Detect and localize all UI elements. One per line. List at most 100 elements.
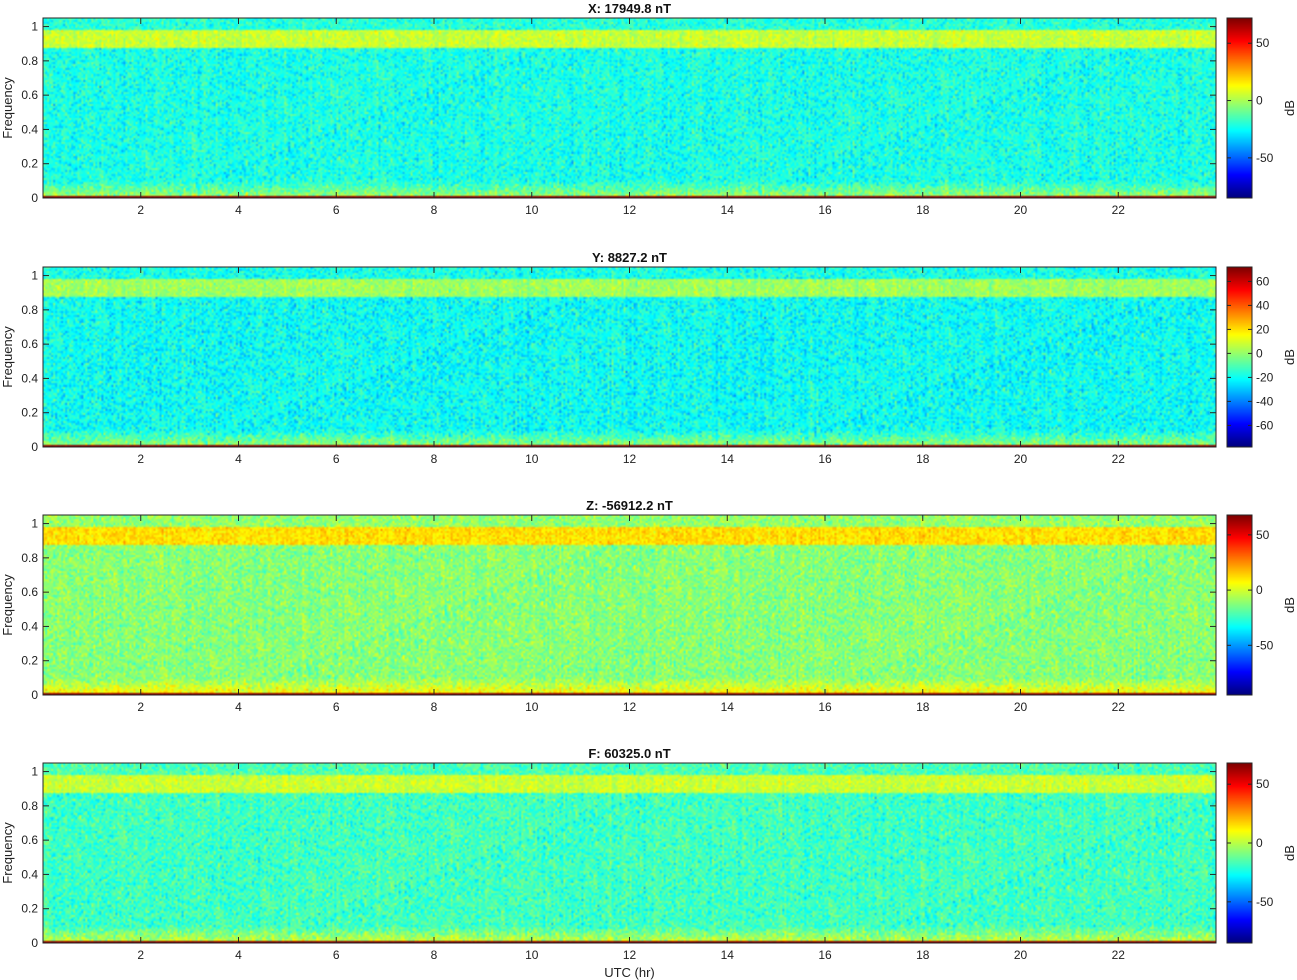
x-tick-label: 8: [431, 948, 438, 962]
x-tick-label: 14: [721, 452, 735, 466]
x-tick-label: 14: [721, 700, 735, 714]
x-tick-label: 4: [235, 203, 242, 217]
colorbar-tick-label: 0: [1256, 583, 1263, 597]
x-tick-label: 20: [1014, 700, 1028, 714]
x-tick-label: 18: [916, 452, 930, 466]
colorbar-tick-label: -50: [1256, 895, 1274, 909]
x-tick-label: 10: [525, 948, 539, 962]
x-axis-label: UTC (hr): [604, 965, 655, 980]
colorbar-tick-label: 40: [1256, 298, 1270, 312]
x-tick-label: 16: [818, 452, 832, 466]
colorbar-frame: [1226, 762, 1253, 944]
colorbar-frame: [1226, 514, 1253, 696]
x-tick-label: 16: [818, 203, 832, 217]
y-tick-label: 0.2: [21, 406, 38, 420]
colorbar-3: [1227, 763, 1252, 943]
colorbar-label: dB: [1282, 845, 1297, 861]
x-tick-label: 12: [623, 452, 637, 466]
x-tick-label: 10: [525, 700, 539, 714]
colorbar-2: [1227, 515, 1252, 695]
x-tick-label: 8: [431, 452, 438, 466]
y-tick-label: 0.6: [21, 88, 38, 102]
y-tick-label: 1: [31, 765, 38, 779]
colorbar-tick-label: -20: [1256, 370, 1274, 384]
y-tick-label: 0.8: [21, 799, 38, 813]
x-tick-label: 18: [916, 948, 930, 962]
colorbar-tick-label: 0: [1256, 836, 1263, 850]
y-tick-label: 0.2: [21, 654, 38, 668]
y-tick-label: 0.8: [21, 303, 38, 317]
panel-title: Y: 8827.2 nT: [592, 250, 667, 265]
x-tick-label: 12: [623, 203, 637, 217]
x-tick-label: 14: [721, 948, 735, 962]
x-tick-label: 22: [1112, 452, 1126, 466]
y-tick-label: 0: [31, 688, 38, 702]
x-tick-label: 8: [431, 203, 438, 217]
x-tick-label: 8: [431, 700, 438, 714]
x-tick-label: 2: [137, 948, 144, 962]
y-axis-label: Frequency: [0, 822, 15, 884]
colorbar-label: dB: [1282, 349, 1297, 365]
y-axis-label: Frequency: [0, 77, 15, 139]
spectrogram-image-3: [43, 763, 1216, 943]
panel-title: Z: -56912.2 nT: [586, 498, 673, 513]
y-tick-label: 1: [31, 517, 38, 531]
colorbar-label: dB: [1282, 597, 1297, 613]
y-tick-label: 0.6: [21, 833, 38, 847]
x-tick-label: 2: [137, 700, 144, 714]
colorbar-tick-label: 50: [1256, 36, 1270, 50]
colorbar-tick-label: 50: [1256, 777, 1270, 791]
x-tick-label: 22: [1112, 203, 1126, 217]
y-tick-label: 0.4: [21, 867, 38, 881]
y-tick-label: 0.6: [21, 585, 38, 599]
x-tick-label: 6: [333, 700, 340, 714]
x-tick-label: 22: [1112, 948, 1126, 962]
x-tick-label: 18: [916, 700, 930, 714]
colorbar-tick-label: -40: [1256, 394, 1274, 408]
x-tick-label: 12: [623, 948, 637, 962]
x-tick-label: 6: [333, 452, 340, 466]
colorbar-tick-label: 0: [1256, 94, 1263, 108]
x-tick-label: 22: [1112, 700, 1126, 714]
y-tick-label: 1: [31, 20, 38, 34]
x-tick-label: 10: [525, 203, 539, 217]
colorbar-frame: [1226, 266, 1253, 448]
y-tick-label: 0.4: [21, 122, 38, 136]
x-tick-label: 14: [721, 203, 735, 217]
colorbar-tick-label: -50: [1256, 638, 1274, 652]
y-tick-label: 0.8: [21, 54, 38, 68]
colorbar-tick-label: 50: [1256, 528, 1270, 542]
x-tick-label: 4: [235, 700, 242, 714]
colorbar-tick-label: 0: [1256, 346, 1263, 360]
y-tick-label: 0: [31, 191, 38, 205]
y-tick-label: 1: [31, 269, 38, 283]
x-tick-label: 6: [333, 203, 340, 217]
colorbar-1: [1227, 267, 1252, 447]
x-tick-label: 2: [137, 452, 144, 466]
y-tick-label: 0.4: [21, 619, 38, 633]
y-tick-label: 0.2: [21, 902, 38, 916]
spectrogram-image-2: [43, 515, 1216, 695]
spectrogram-image-1: [43, 267, 1216, 447]
colorbar-frame: [1226, 17, 1253, 199]
y-tick-label: 0.4: [21, 371, 38, 385]
colorbar-label: dB: [1282, 100, 1297, 116]
colorbar-tick-label: 20: [1256, 322, 1270, 336]
x-tick-label: 12: [623, 700, 637, 714]
y-axis-label: Frequency: [0, 574, 15, 636]
colorbar-tick-label: -60: [1256, 418, 1274, 432]
y-tick-label: 0: [31, 936, 38, 950]
x-tick-label: 16: [818, 948, 832, 962]
x-tick-label: 10: [525, 452, 539, 466]
x-tick-label: 16: [818, 700, 832, 714]
x-tick-label: 6: [333, 948, 340, 962]
y-tick-label: 0.8: [21, 551, 38, 565]
x-tick-label: 20: [1014, 452, 1028, 466]
x-tick-label: 4: [235, 452, 242, 466]
y-tick-label: 0: [31, 440, 38, 454]
colorbar-tick-label: 60: [1256, 274, 1270, 288]
spectrogram-image-0: [43, 18, 1216, 198]
x-tick-label: 4: [235, 948, 242, 962]
x-tick-label: 20: [1014, 948, 1028, 962]
